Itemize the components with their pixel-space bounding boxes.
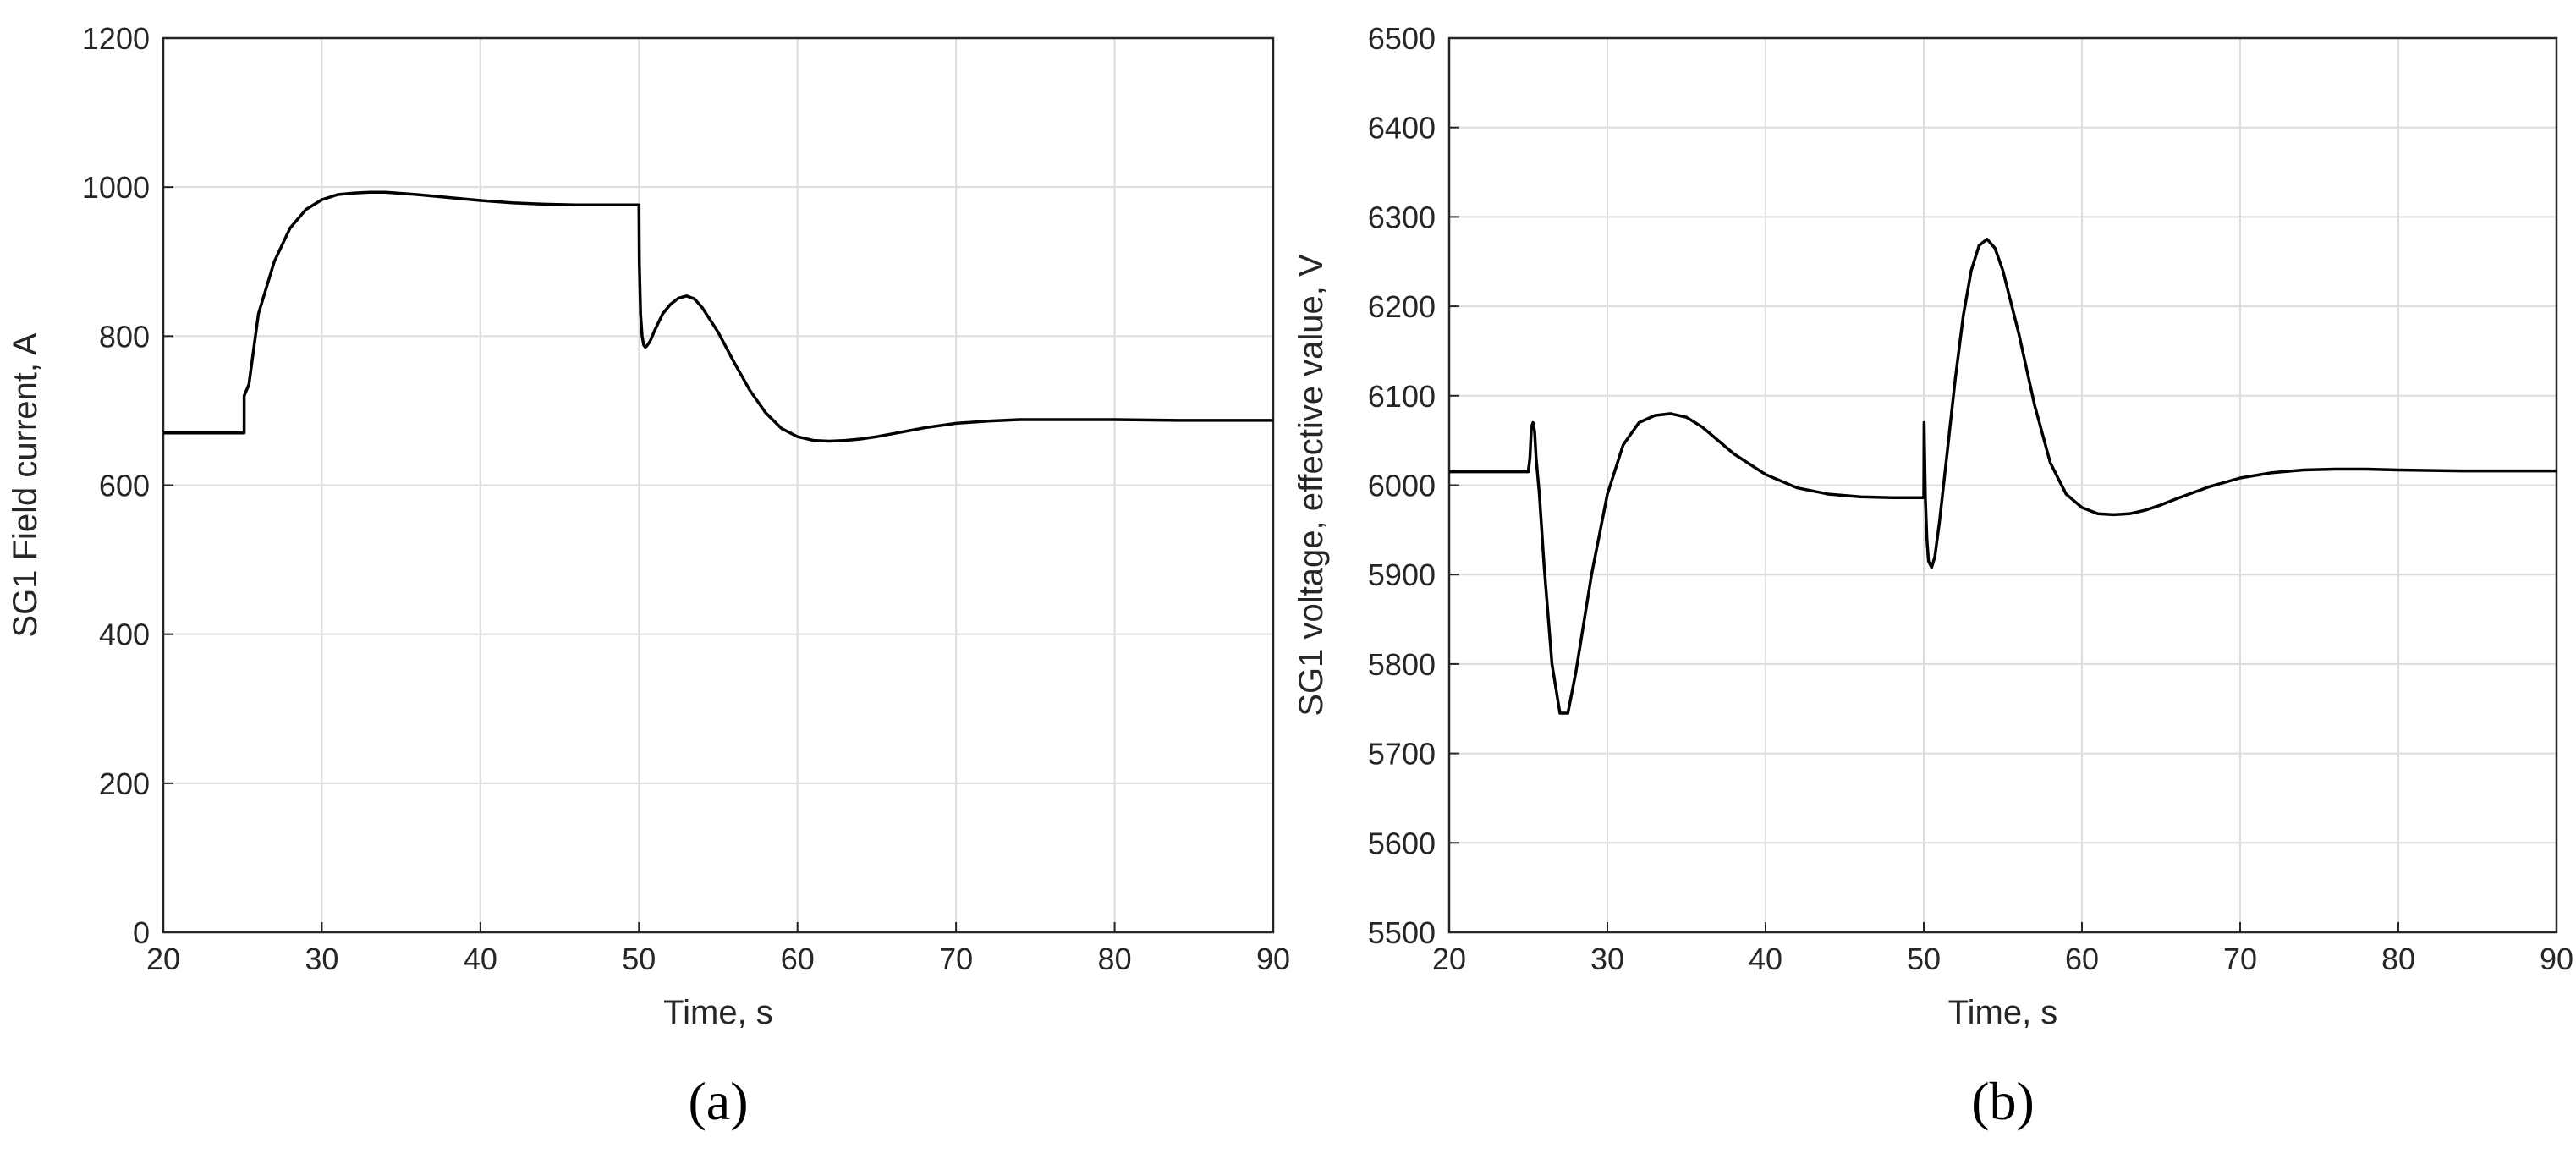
x-axis-label-a: Time, s <box>663 994 773 1031</box>
y-tick-label-b: 5700 <box>1368 737 1436 772</box>
y-tick-label-b: 6000 <box>1368 469 1436 503</box>
x-tick-label-a: 40 <box>464 942 497 976</box>
y-tick-label-a: 400 <box>99 618 150 652</box>
y-tick-label-a: 600 <box>99 469 150 503</box>
y-tick-label-a: 800 <box>99 319 150 354</box>
grid-b <box>1448 37 2557 933</box>
y-tick-label-b: 6300 <box>1368 200 1436 234</box>
tick-labels-a: 20 30 40 50 60 70 80 90 0 200 400 600 800 1000 1200 <box>82 21 1290 976</box>
y-tick-label-b: 5500 <box>1368 915 1436 950</box>
x-tick-label-b: 80 <box>2381 942 2415 976</box>
y-axis-label-a: SG1 Field current, A <box>7 332 44 637</box>
series-line-b <box>1449 238 2557 715</box>
y-tick-label-b: 5600 <box>1368 826 1436 860</box>
y-tick-label-b: 5900 <box>1368 558 1436 592</box>
x-tick-label-b: 50 <box>1907 942 1941 976</box>
x-tick-label-a: 30 <box>305 942 338 976</box>
x-tick-label-a: 70 <box>939 942 973 976</box>
y-tick-label-a: 200 <box>99 766 150 801</box>
y-tick-label-b: 6100 <box>1368 379 1436 414</box>
x-tick-label-b: 20 <box>1432 942 1466 976</box>
x-tick-label-a: 90 <box>1256 942 1290 976</box>
y-tick-label-a: 1000 <box>82 170 150 205</box>
y-tick-label-b: 6500 <box>1368 21 1436 56</box>
panel-label-b: (b) <box>1971 1071 2035 1131</box>
x-tick-label-b: 90 <box>2540 942 2573 976</box>
x-tick-label-b: 40 <box>1749 942 1782 976</box>
panel-label-a: (a) <box>688 1071 748 1131</box>
y-tick-label-a: 0 <box>133 915 150 950</box>
x-tick-label-a: 80 <box>1098 942 1132 976</box>
x-tick-label-a: 50 <box>622 942 656 976</box>
y-tick-label-b: 6400 <box>1368 111 1436 146</box>
x-tick-label-a: 20 <box>146 942 180 976</box>
x-tick-label-a: 60 <box>781 942 815 976</box>
x-axis-label-b: Time, s <box>1948 994 2058 1031</box>
x-tick-label-b: 60 <box>2065 942 2099 976</box>
tick-labels-b: 20 30 40 50 60 70 80 90 5500 5600 5700 5800 5900 6000… <box>1368 21 2573 976</box>
grid-a <box>162 37 1274 933</box>
y-tick-label-a: 1200 <box>82 21 150 56</box>
y-tick-label-b: 5800 <box>1368 647 1436 682</box>
series-line-a <box>163 190 1273 443</box>
x-tick-label-b: 70 <box>2223 942 2257 976</box>
y-tick-label-b: 6200 <box>1368 289 1436 324</box>
chart-b: 20 30 40 50 60 70 80 90 5500 5600 5700 5800 5900 6000… <box>1293 21 2573 1131</box>
y-axis-label-b: SG1 voltage, effective value, V <box>1293 254 1330 717</box>
chart-a: 20 30 40 50 60 70 80 90 0 200 400 600 800 1000 1200 Ti… <box>7 21 1290 1131</box>
x-tick-label-b: 30 <box>1590 942 1624 976</box>
